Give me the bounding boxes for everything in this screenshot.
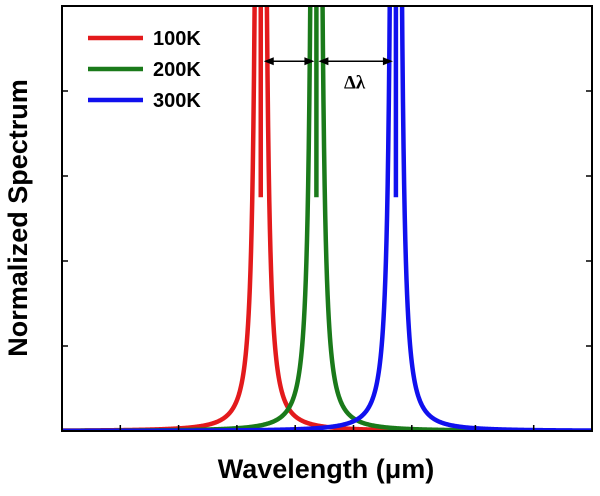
delta-arrow-left-head-right bbox=[304, 57, 315, 66]
y-axis-label: Normalized Spectrum bbox=[3, 79, 33, 357]
annotation-layer: Δλ bbox=[263, 57, 393, 93]
ticks-layer bbox=[62, 90, 592, 431]
delta-arrow-right-head-right bbox=[382, 57, 393, 66]
delta-arrow-left-head-left bbox=[263, 57, 274, 66]
legend-label-200k: 200K bbox=[153, 59, 201, 81]
legend-label-300k: 300K bbox=[153, 90, 201, 112]
watermark-text: 知乎 @simucal bbox=[483, 462, 590, 480]
delta-lambda-label: Δλ bbox=[344, 72, 366, 93]
legend-label-100k: 100K bbox=[153, 28, 201, 50]
plot-frame bbox=[61, 5, 593, 432]
x-axis-label: Wavelength (μm) bbox=[218, 454, 435, 484]
delta-arrow-right-head-left bbox=[318, 57, 329, 66]
legend: 100K 200K 300K bbox=[88, 28, 201, 112]
